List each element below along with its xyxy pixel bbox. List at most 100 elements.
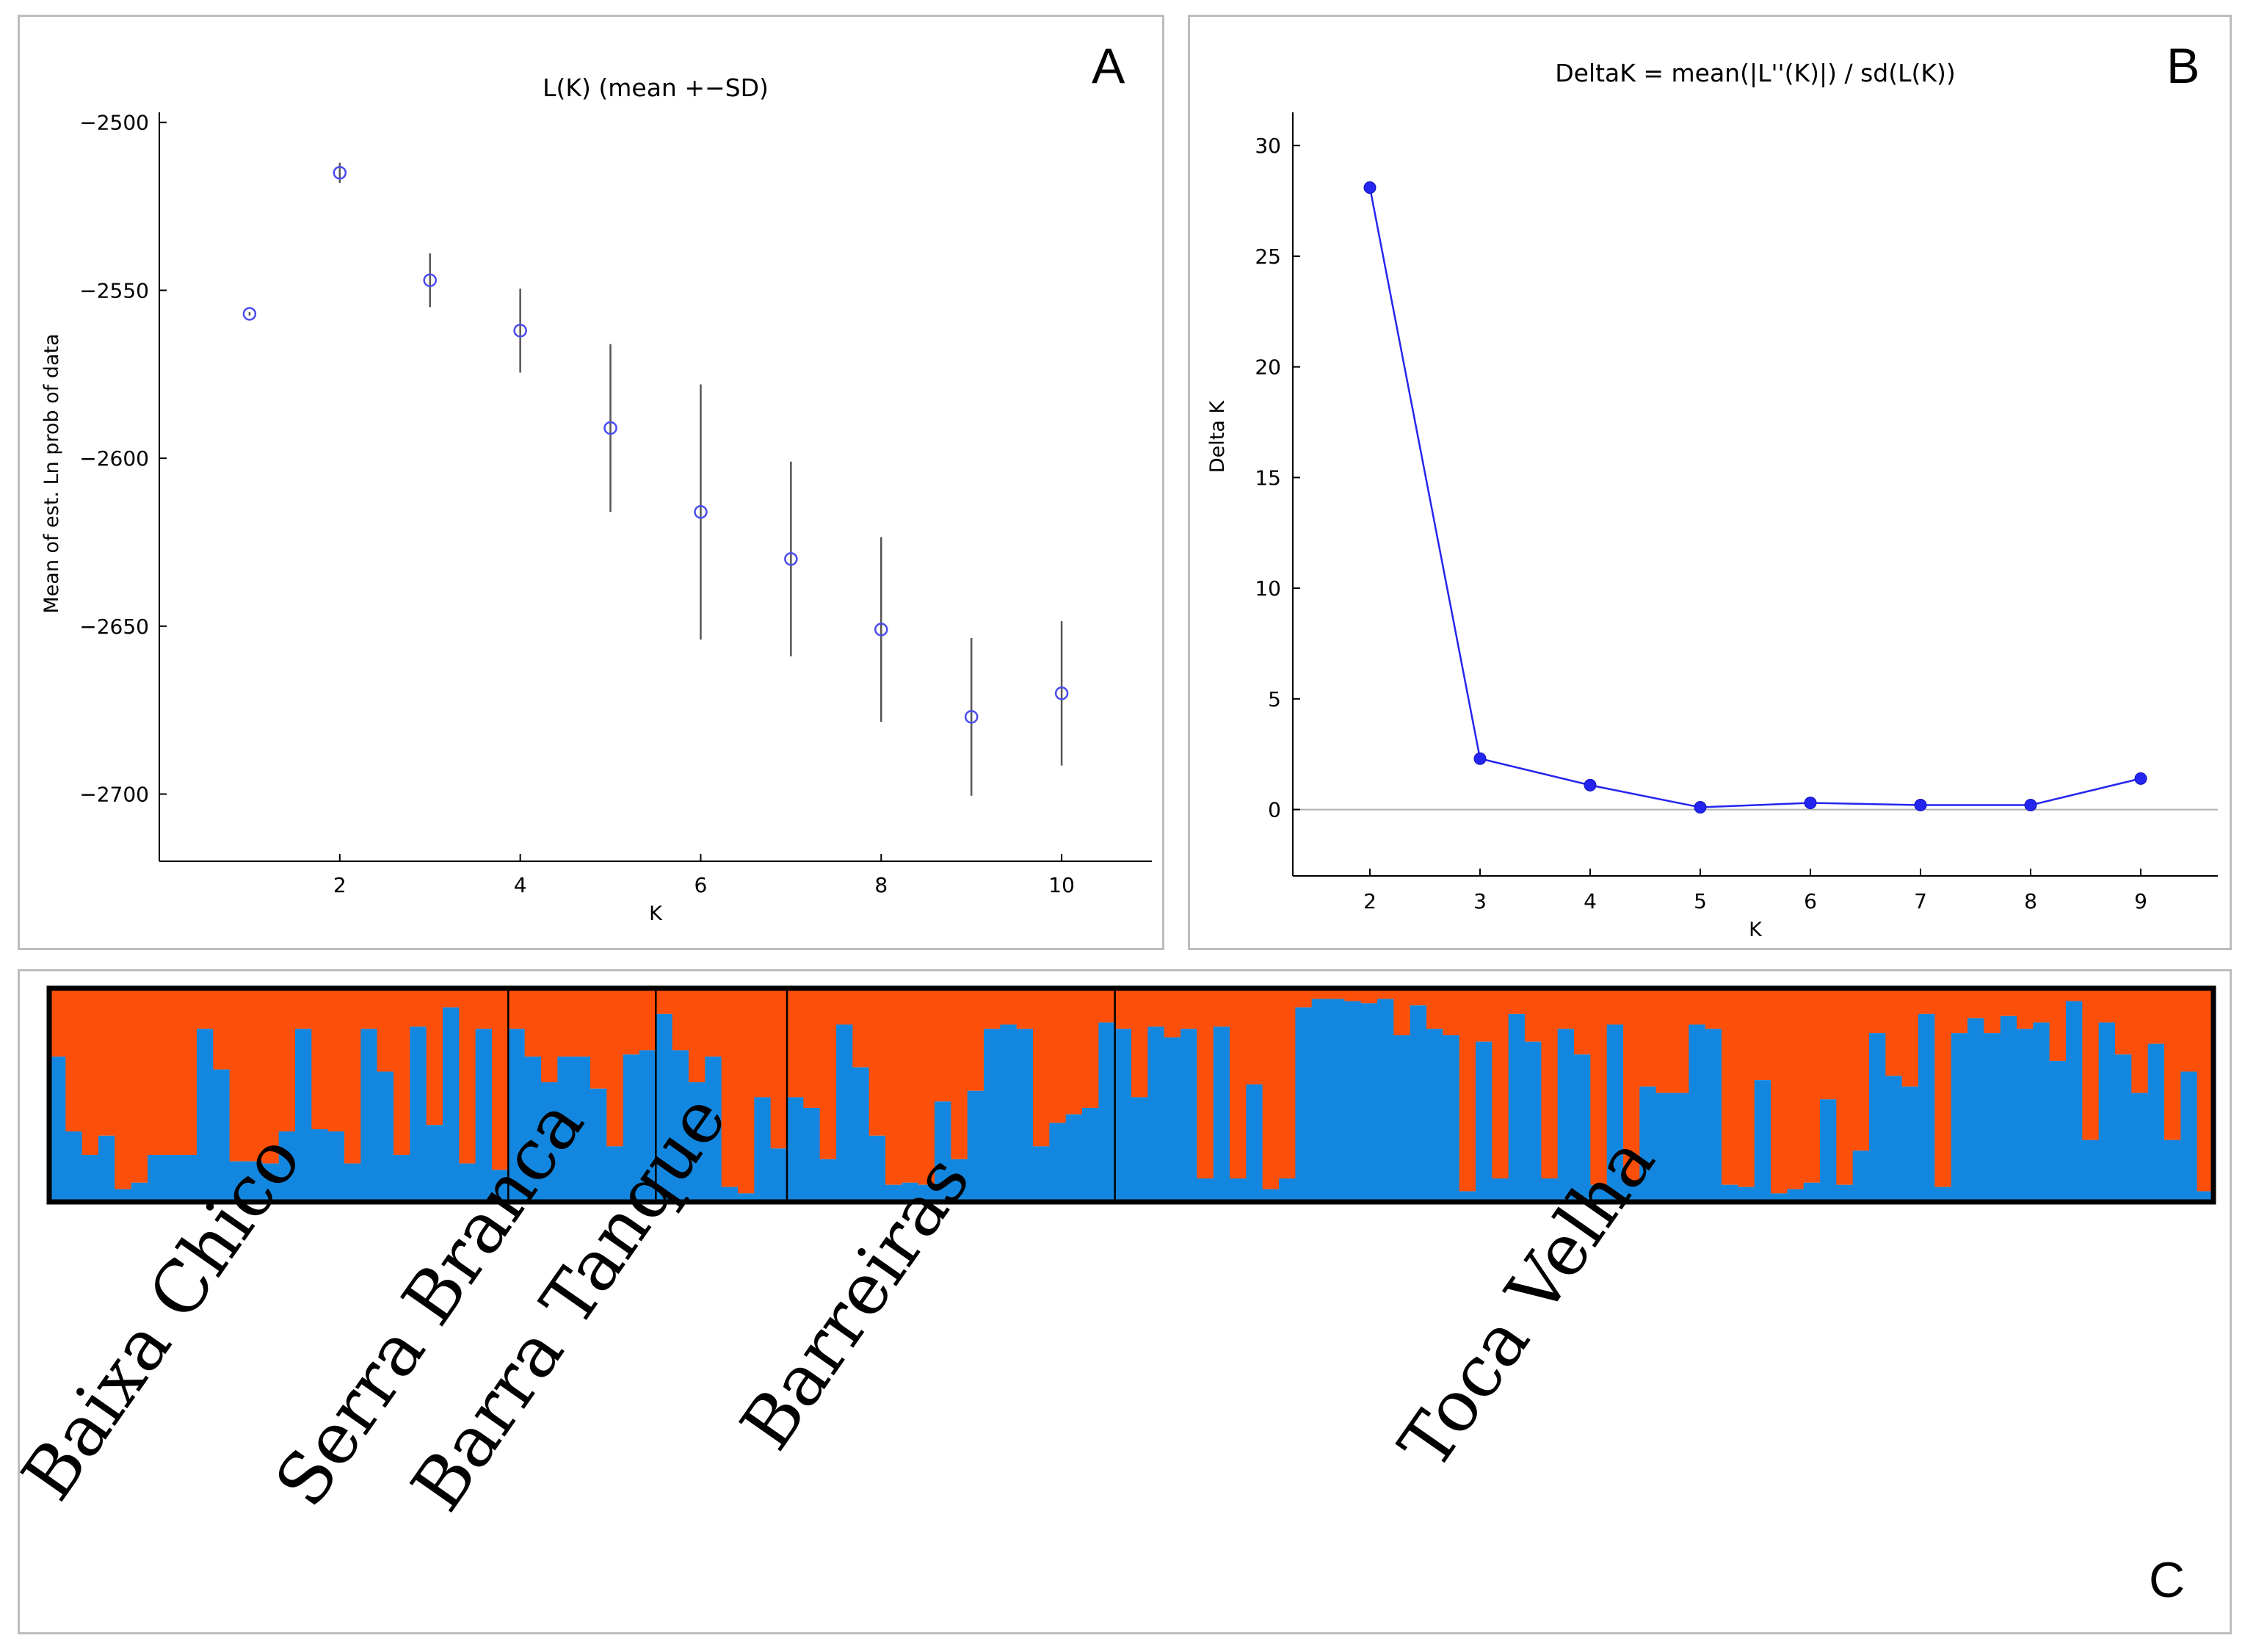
- bar-segment-orange: [262, 988, 280, 1164]
- bar-segment-blue: [1443, 1035, 1460, 1202]
- bar-segment-orange: [1836, 988, 1854, 1185]
- bar-segment-orange: [1655, 988, 1673, 1093]
- bar-segment-orange: [1328, 988, 1345, 999]
- bar-segment-orange: [868, 988, 886, 1136]
- y-axis-label: Mean of est. Ln prob of data: [40, 333, 63, 613]
- bar-segment-blue: [1869, 1033, 1886, 1202]
- bar-segment-blue: [935, 1101, 951, 1202]
- y-tick-label: 5: [1268, 687, 1281, 711]
- bar-segment-blue: [2049, 1060, 2067, 1202]
- bar-segment-orange: [1705, 988, 1722, 1029]
- bar-segment-orange: [1901, 988, 1919, 1087]
- bar-segment-blue: [705, 1057, 722, 1202]
- bar-segment-orange: [410, 988, 427, 1027]
- x-tick-label: 4: [514, 873, 527, 897]
- bar-segment-blue: [2066, 1001, 2083, 1202]
- data-point: [964, 710, 979, 724]
- bar-segment-blue: [426, 1125, 443, 1202]
- data-point: [1584, 778, 1597, 791]
- bar-segment-orange: [492, 988, 509, 1170]
- bar-segment-orange: [1065, 988, 1083, 1115]
- bar-segment-orange: [377, 988, 394, 1072]
- y-tick-label: 25: [1255, 244, 1281, 269]
- bar-segment-blue: [410, 1026, 427, 1202]
- bar-segment-orange: [278, 988, 296, 1131]
- data-point: [423, 273, 437, 287]
- bar-segment-blue: [1344, 1001, 1362, 1202]
- bar-segment-orange: [1508, 988, 1526, 1014]
- bar-segment-orange: [327, 988, 345, 1131]
- bar-segment-orange: [1852, 988, 1870, 1151]
- bar-segment-orange: [1180, 988, 1197, 1029]
- bar-segment-orange: [1114, 988, 1132, 1029]
- bar-segment-blue: [1787, 1189, 1805, 1202]
- bar-segment-orange: [951, 988, 968, 1159]
- bar-segment-blue: [2197, 1191, 2214, 1202]
- bar-segment-orange: [1443, 988, 1460, 1036]
- bar-segment-orange: [935, 988, 951, 1102]
- bar-segment-blue: [852, 1067, 870, 1202]
- bar-segment-blue: [606, 1146, 624, 1202]
- bar-segment-orange: [623, 988, 640, 1055]
- bar-segment-orange: [1016, 988, 1034, 1029]
- barplot-frame: [46, 985, 2216, 1205]
- bar-segment-orange: [1377, 988, 1394, 999]
- x-tick-label: 5: [1694, 889, 1707, 913]
- bar-segment-blue: [1295, 1007, 1313, 1202]
- bar-segment-orange: [2131, 988, 2149, 1093]
- bar-segment-orange: [2000, 988, 2017, 1016]
- x-tick-label: 8: [874, 873, 888, 897]
- bar-segment-blue: [1574, 1054, 1591, 1202]
- bar-segment-orange: [360, 988, 378, 1029]
- bar-segment-orange: [508, 988, 526, 1029]
- bar-segment-blue: [295, 1029, 312, 1202]
- bar-segment-orange: [81, 988, 99, 1155]
- bar-segment-blue: [278, 1131, 296, 1202]
- bar-segment-blue: [2082, 1140, 2100, 1202]
- bar-segment-blue: [1213, 1026, 1230, 1202]
- bar-segment-orange: [754, 988, 772, 1098]
- bar-segment-blue: [1065, 1114, 1083, 1202]
- bar-segment-blue: [1722, 1184, 1738, 1202]
- bar-segment-blue: [1476, 1041, 1493, 1202]
- bar-segment-blue: [393, 1154, 410, 1202]
- bar-segment-orange: [1147, 988, 1165, 1027]
- bar-segment-blue: [836, 1024, 853, 1202]
- bar-segment-orange: [1984, 988, 2001, 1034]
- bar-segment-orange: [1672, 988, 1689, 1093]
- bar-segment-blue: [2033, 1022, 2050, 1202]
- panel-c-letter: C: [2149, 1552, 2186, 1608]
- bar-segment-orange: [1164, 988, 1181, 1037]
- bar-segment-blue: [1147, 1026, 1165, 1202]
- bar-segment-orange: [2147, 988, 2165, 1044]
- bar-segment-orange: [2098, 988, 2116, 1023]
- bar-segment-orange: [1131, 988, 1148, 1098]
- y-tick-label: 30: [1255, 134, 1281, 158]
- bar-segment-orange: [1393, 988, 1411, 1036]
- bar-segment-orange: [2017, 988, 2034, 1029]
- bar-segment-blue: [656, 1013, 673, 1202]
- bar-segment-orange: [1476, 988, 1493, 1042]
- bar-segment-blue: [1262, 1189, 1280, 1202]
- bar-segment-orange: [197, 988, 214, 1029]
- bar-segment-orange: [1722, 988, 1738, 1185]
- data-point: [333, 166, 347, 180]
- bar-segment-blue: [902, 1182, 919, 1202]
- x-tick-label: 10: [1048, 873, 1075, 897]
- bar-segment-orange: [1213, 988, 1230, 1027]
- bar-segment-orange: [1426, 988, 1443, 1029]
- bar-segment-orange: [1639, 988, 1657, 1087]
- chart-title: DeltaK = mean(|L''(K)|) / sd(L(K)): [1555, 59, 1956, 87]
- bar-segment-blue: [623, 1054, 640, 1202]
- bar-segment-orange: [541, 988, 558, 1083]
- bar-segment-orange: [1246, 988, 1263, 1084]
- bar-segment-blue: [1164, 1037, 1181, 1202]
- y-tick-label: −2600: [79, 446, 149, 471]
- bar-segment-orange: [689, 988, 706, 1083]
- data-point: [1473, 752, 1487, 765]
- bar-segment-orange: [1606, 988, 1624, 1025]
- bar-segment-blue: [1525, 1041, 1542, 1202]
- bar-segment-blue: [311, 1129, 329, 1202]
- bar-segment-blue: [2115, 1054, 2132, 1202]
- bar-segment-blue: [344, 1163, 361, 1202]
